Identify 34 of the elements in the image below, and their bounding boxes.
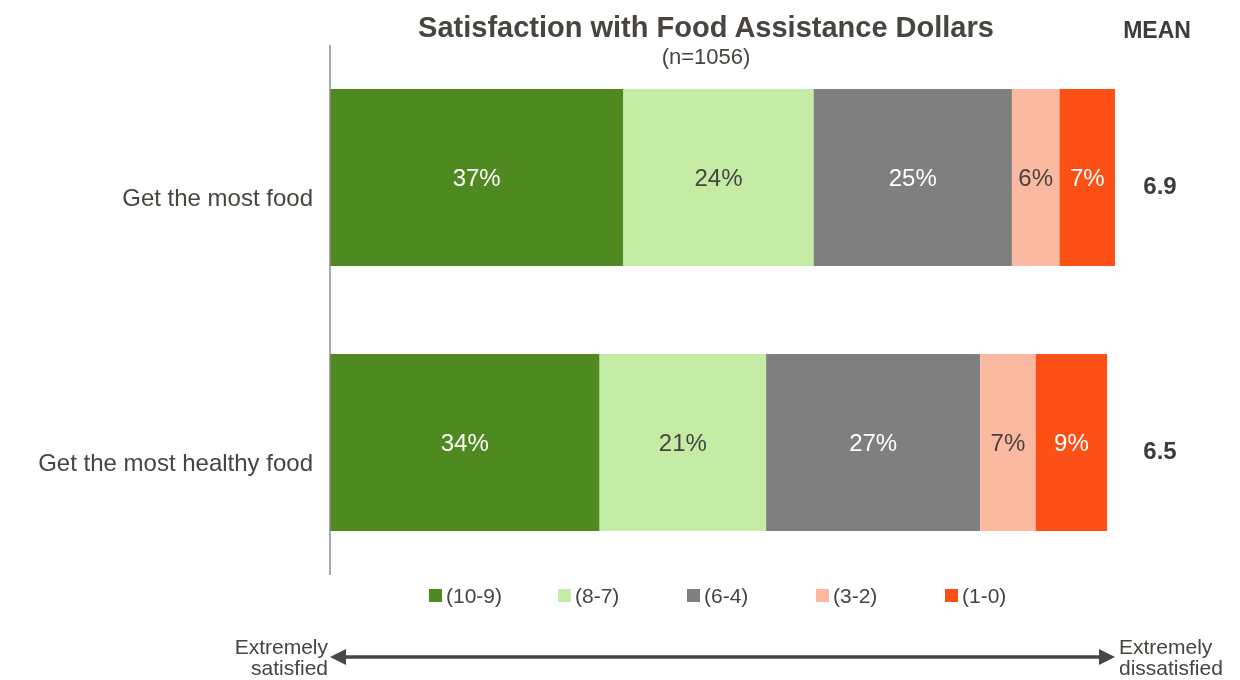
text: Extremely satisfied xyxy=(234,635,329,679)
data-label: 24% xyxy=(694,163,743,191)
text: 6.9 xyxy=(1143,171,1177,199)
legend-label: (1-0) xyxy=(962,584,1007,607)
data-label: 7% xyxy=(1069,163,1105,191)
data-label: 9% xyxy=(1054,428,1089,456)
data-label: 27% xyxy=(849,428,898,456)
text: MEAN xyxy=(1123,17,1191,43)
legend-label: (3-2) xyxy=(833,584,878,607)
bar xyxy=(980,353,1036,532)
text: 6.5 xyxy=(1143,436,1177,464)
bar xyxy=(1035,353,1108,532)
legend-label: (8-7) xyxy=(575,584,620,607)
legend-label: (10-9) xyxy=(446,584,503,607)
bar xyxy=(1011,88,1060,267)
bar xyxy=(766,353,981,532)
data-label: 25% xyxy=(888,163,937,191)
bar xyxy=(330,88,624,267)
data-label: 6% xyxy=(1018,163,1054,191)
text: Extremely dissatisfied xyxy=(1119,635,1223,679)
legend-label: (6-4) xyxy=(704,584,749,607)
data-label: 21% xyxy=(658,428,707,456)
chart-subtitle: (n=1056) xyxy=(661,44,751,69)
bar xyxy=(813,88,1012,267)
data-label: 34% xyxy=(440,428,489,456)
data-label: 7% xyxy=(990,428,1026,456)
y-tick-label: Get the most food xyxy=(122,183,313,211)
data-label: 37% xyxy=(452,163,501,191)
y-tick-label: Get the most healthy food xyxy=(38,448,313,476)
bar xyxy=(599,353,767,532)
bar xyxy=(330,353,600,532)
chart-title: Satisfaction with Food Assistance Dollars xyxy=(418,11,994,43)
bar xyxy=(1059,88,1115,267)
bar xyxy=(623,88,814,267)
